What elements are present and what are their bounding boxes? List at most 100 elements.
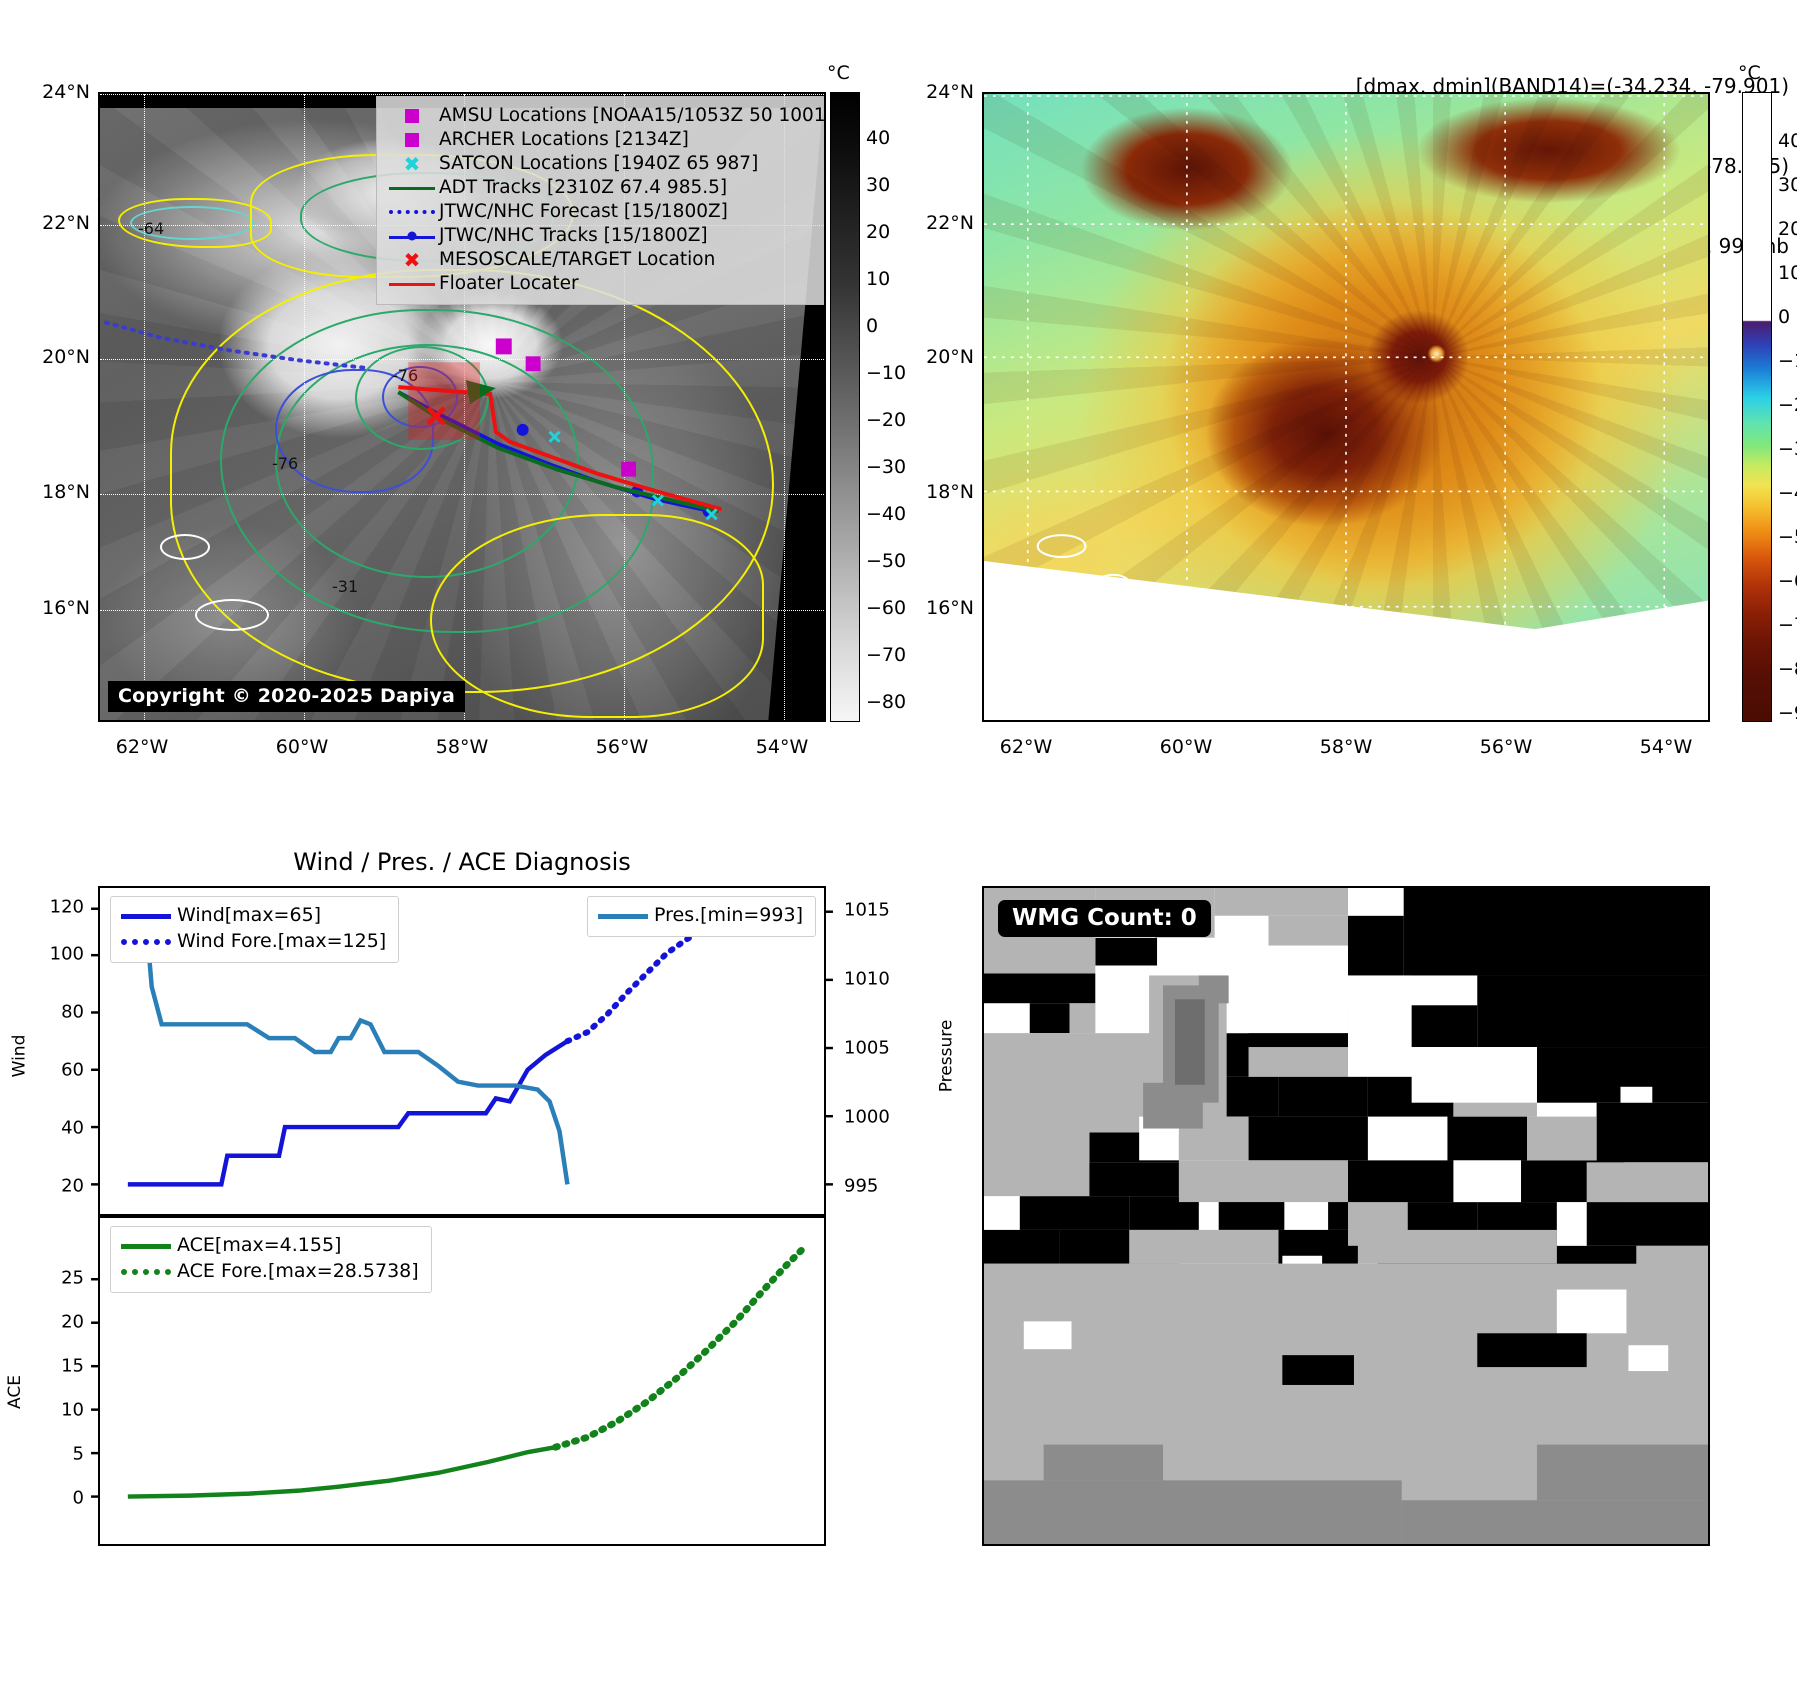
wind-legend[interactable]: Wind[max=65] Wind Fore.[max=125] xyxy=(110,896,400,963)
diagnosis-title: Wind / Pres. / ACE Diagnosis xyxy=(293,848,631,876)
ace-plot xyxy=(91,1242,810,1499)
cbar-tick: −60 xyxy=(1778,570,1797,592)
lon-tick: 58°W xyxy=(435,736,489,758)
legend-label: ACE Fore.[max=28.5738] xyxy=(177,1260,419,1283)
legend-label: Pres.[min=993] xyxy=(654,904,803,927)
wind-pressure-chart[interactable]: Wind[max=65] Wind Fore.[max=125] Pres.[m… xyxy=(91,886,833,1216)
cbar-tick: 0 xyxy=(1778,306,1791,328)
legend-item-wind-forecast[interactable]: Wind Fore.[max=125] xyxy=(121,929,386,955)
contour-white xyxy=(195,599,269,631)
y2-tick: 1010 xyxy=(844,968,890,990)
cbar-tick: −20 xyxy=(866,409,907,431)
awv-colorbar[interactable] xyxy=(1742,92,1772,722)
contour-blue xyxy=(382,366,458,428)
contour-white xyxy=(160,534,210,560)
lon-tick: 56°W xyxy=(1479,736,1533,758)
legend-item-pressure[interactable]: Pres.[min=993] xyxy=(598,903,803,929)
cbar-tick: −20 xyxy=(1778,394,1797,416)
wmg-darkest-blob xyxy=(1174,999,1205,1085)
cbar-tick: −80 xyxy=(1778,658,1797,680)
awv-overlay xyxy=(984,94,1708,720)
cbar-tick: 10 xyxy=(866,268,891,290)
ir-lat-axis: 24°N 22°N 20°N 18°N 16°N xyxy=(18,81,90,722)
legend-item-adt-tracks[interactable]: ADT Tracks [2310Z 67.4 985.5] xyxy=(385,176,817,200)
y2-tick: 995 xyxy=(844,1175,879,1197)
gridline-lon-56 xyxy=(624,94,625,720)
legend-item-jtwc-tracks[interactable]: JTWC/NHC Tracks [15/1800Z] xyxy=(385,224,817,248)
satcon-locations xyxy=(548,430,718,521)
legend-item-jtwc-forecast[interactable]: JTWC/NHC Forecast [15/1800Z] xyxy=(385,200,817,224)
legend-item-floater-locater[interactable]: Floater Locater xyxy=(385,272,817,296)
ace-series-line xyxy=(127,1444,556,1499)
left-axis-ticks xyxy=(91,907,100,1186)
wmg-white-cells-2 xyxy=(1023,1321,1669,1372)
legend-item-ace[interactable]: ACE[max=4.155] xyxy=(121,1233,419,1259)
ir-legend[interactable]: AMSU Locations [NOAA15/1053Z 50 1001] AR… xyxy=(376,96,824,305)
pressure-axis-label: Pressure xyxy=(936,1019,957,1093)
lat-tick: 20°N xyxy=(926,346,974,368)
gridline-lat-20 xyxy=(100,359,824,360)
track-overlay xyxy=(103,320,723,521)
wmg-mid-cells-2 xyxy=(1063,1355,1444,1389)
legend-item-satcon[interactable]: ✖ SATCON Locations [1940Z 65 987] xyxy=(385,152,817,176)
wmg-panel[interactable]: WMG Count: 0 xyxy=(982,886,1710,1546)
contour-label: -76 xyxy=(392,366,419,385)
cbar-tick: 20 xyxy=(866,221,891,243)
legend-item-amsu[interactable]: AMSU Locations [NOAA15/1053Z 50 1001] xyxy=(385,104,824,128)
legend-label: JTWC/NHC Tracks [15/1800Z] xyxy=(439,224,708,246)
green-line-icon xyxy=(121,1243,177,1249)
ace-chart[interactable]: ACE[max=4.155] ACE Fore.[max=28.5738] xyxy=(91,1216,826,1546)
pressure-legend[interactable]: Pres.[min=993] xyxy=(587,896,816,937)
y-tick: 5 xyxy=(72,1443,84,1465)
y2-tick: 1015 xyxy=(844,899,890,921)
lon-tick: 60°W xyxy=(275,736,329,758)
pressure-series-line xyxy=(127,907,570,1185)
contour-label: -31 xyxy=(332,577,359,596)
y2-tick: 1000 xyxy=(844,1106,890,1128)
copyright-notice: Copyright © 2020-2025 Dapiya xyxy=(108,681,466,712)
cbar-tick: 20 xyxy=(1778,218,1797,240)
y-tick: 20 xyxy=(61,1175,84,1197)
ace-axis-label: ACE xyxy=(4,1375,25,1409)
cbar-tick: 40 xyxy=(1778,130,1797,152)
green-dotted-line-icon xyxy=(121,1269,177,1275)
y-tick: 25 xyxy=(61,1267,84,1289)
lat-tick: 22°N xyxy=(926,212,974,234)
ir-satellite-panel[interactable]: -64 -76 -76 -31 xyxy=(98,92,826,722)
y-tick: 80 xyxy=(61,1001,84,1023)
legend-label: MESOSCALE/TARGET Location xyxy=(439,248,716,270)
wmg-mask-image xyxy=(984,888,1708,1544)
ace-forecast-line xyxy=(552,1242,810,1451)
gridline-lon-58 xyxy=(464,94,465,720)
cbar-tick: −50 xyxy=(1778,526,1797,548)
y-tick: 15 xyxy=(61,1355,84,1377)
blue-dotted-line-icon xyxy=(385,210,439,214)
floater-locater xyxy=(487,391,723,512)
ace-legend[interactable]: ACE[max=4.155] ACE Fore.[max=28.5738] xyxy=(110,1226,432,1293)
cyan-x-icon: ✖ xyxy=(403,152,421,176)
wmg-count-badge: WMG Count: 0 xyxy=(998,900,1211,937)
wmg-darkgray-blob xyxy=(984,975,1708,1544)
legend-item-archer[interactable]: ARCHER Locations [2134Z] xyxy=(385,128,817,152)
legend-item-wind[interactable]: Wind[max=65] xyxy=(121,903,386,929)
legend-item-mesoscale-target[interactable]: ✖ MESOSCALE/TARGET Location xyxy=(385,248,817,272)
ir-colorbar[interactable] xyxy=(830,92,860,722)
wind-y-axis: 120 100 80 60 40 20 xyxy=(20,886,84,1216)
cbar-tick: 10 xyxy=(1778,262,1797,284)
legend-item-ace-forecast[interactable]: ACE Fore.[max=28.5738] xyxy=(121,1259,419,1285)
wind-forecast-line xyxy=(564,905,818,1045)
cbar-tick: −60 xyxy=(866,597,907,619)
green-line-icon xyxy=(385,186,439,190)
cbar-tick: −40 xyxy=(866,503,907,525)
y-tick: 120 xyxy=(49,896,84,918)
awv-satellite-panel[interactable] xyxy=(982,92,1710,722)
legend-label: AMSU Locations [NOAA15/1053Z 50 1001] xyxy=(439,104,826,126)
amsu-location xyxy=(495,338,512,355)
lat-tick: 24°N xyxy=(926,81,974,103)
contour-green xyxy=(275,344,579,578)
ace-y-axis: 25 20 15 10 5 0 xyxy=(20,1216,84,1546)
wind-series-line xyxy=(127,1039,569,1187)
legend-label: ADT Tracks [2310Z 67.4 985.5] xyxy=(439,176,728,198)
contour-green xyxy=(355,346,489,450)
